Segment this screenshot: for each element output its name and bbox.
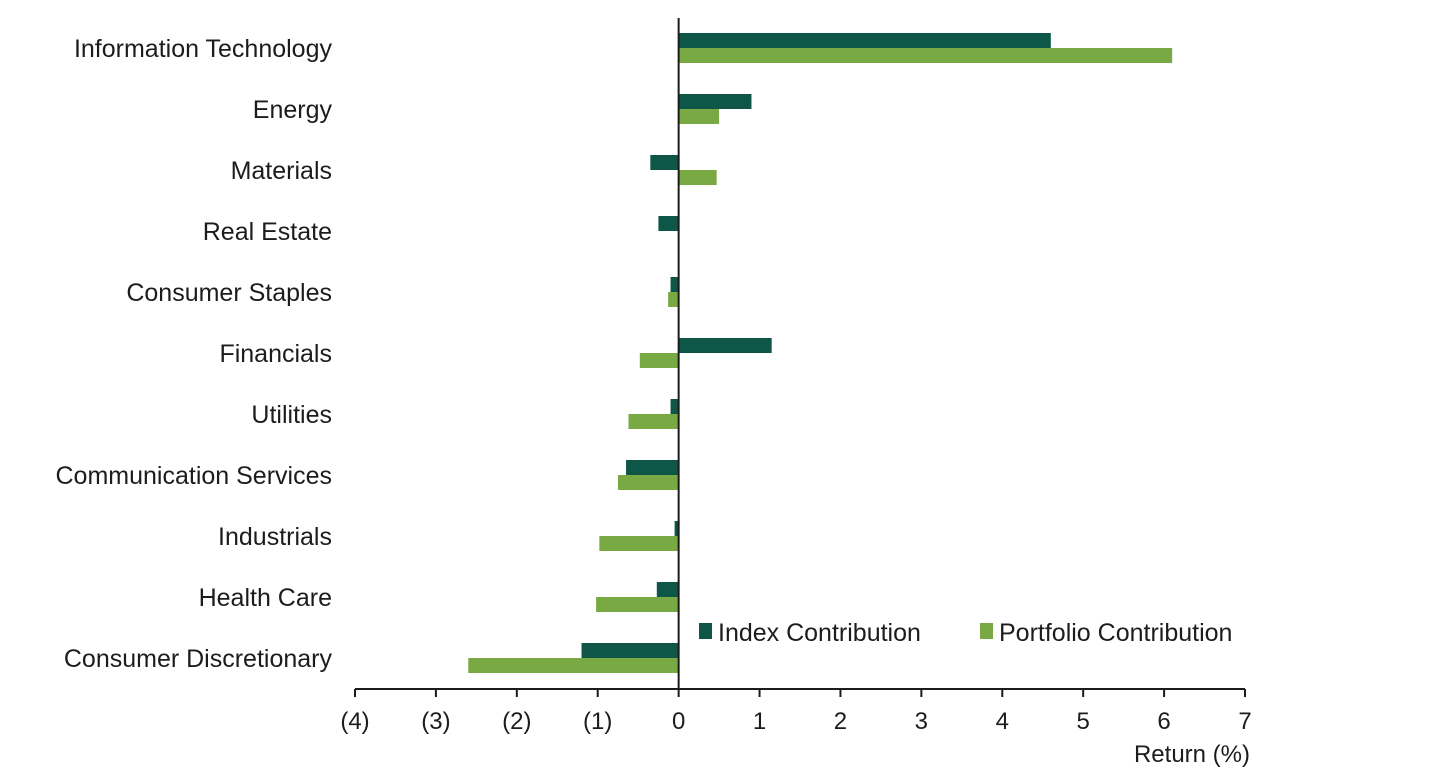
legend: Index Contribution Portfolio Contributio… (699, 619, 1232, 647)
legend-swatch-portfolio-contribution (980, 623, 993, 639)
bar-portfolio-contribution-energy (678, 109, 720, 124)
x-tick-label: (1) (583, 708, 612, 735)
bar-index-contribution-information-technology (678, 33, 1051, 48)
bar-index-contribution-consumer-discretionary (581, 643, 679, 658)
bar-index-contribution-utilities (670, 399, 679, 414)
x-tick-label: 1 (753, 708, 766, 735)
axes-group (354, 18, 1246, 697)
category-label-consumer-discretionary: Consumer Discretionary (64, 645, 333, 673)
bar-portfolio-contribution-consumer-discretionary (468, 658, 679, 673)
bar-portfolio-contribution-industrials (599, 536, 679, 551)
category-label-real-estate: Real Estate (203, 218, 332, 246)
bar-index-contribution-financials (678, 338, 772, 353)
category-label-consumer-staples: Consumer Staples (126, 279, 332, 307)
bars-group (468, 33, 1173, 673)
legend-label-index-contribution: Index Contribution (718, 619, 921, 647)
category-label-energy: Energy (253, 96, 333, 124)
x-tick-label: 5 (1077, 708, 1090, 735)
x-tick-label: 3 (915, 708, 928, 735)
bar-portfolio-contribution-materials (678, 170, 717, 185)
bar-portfolio-contribution-health-care (596, 597, 679, 612)
x-tick-label: (3) (421, 708, 450, 735)
bar-index-contribution-communication-services (626, 460, 679, 475)
category-label-materials: Materials (231, 157, 332, 185)
legend-label-portfolio-contribution: Portfolio Contribution (999, 619, 1232, 647)
x-tick-labels: (4) (3) (2) (1) 0 1 2 3 4 5 6 7 (340, 708, 1251, 735)
category-label-financials: Financials (219, 340, 332, 368)
bar-portfolio-contribution-consumer-staples (668, 292, 679, 307)
category-label-communication-services: Communication Services (56, 462, 333, 490)
x-tick-label: 0 (672, 708, 685, 735)
bar-index-contribution-energy (678, 94, 752, 109)
bar-index-contribution-real-estate (658, 216, 679, 231)
category-label-utilities: Utilities (251, 401, 332, 429)
category-label-industrials: Industrials (218, 523, 332, 551)
bar-index-contribution-consumer-staples (670, 277, 679, 292)
x-axis-title: Return (%) (1134, 741, 1250, 768)
x-tick-label: (2) (502, 708, 531, 735)
legend-swatch-index-contribution (699, 623, 712, 639)
category-label-health-care: Health Care (199, 584, 332, 612)
bar-portfolio-contribution-information-technology (678, 48, 1173, 63)
x-tick-label: 4 (996, 708, 1009, 735)
x-tick-label: 7 (1238, 708, 1251, 735)
bar-portfolio-contribution-financials (639, 353, 679, 368)
bar-portfolio-contribution-communication-services (617, 475, 679, 490)
x-tick-label: (4) (340, 708, 369, 735)
bar-index-contribution-materials (650, 155, 679, 170)
bar-index-contribution-health-care (656, 582, 679, 597)
bar-index-contribution-industrials (674, 521, 679, 536)
x-tick-label: 6 (1157, 708, 1170, 735)
x-tick-label: 2 (834, 708, 847, 735)
bar-portfolio-contribution-utilities (628, 414, 679, 429)
category-label-information-technology: Information Technology (74, 35, 333, 63)
category-labels: Information Technology Energy Materials Rea… (56, 35, 333, 673)
